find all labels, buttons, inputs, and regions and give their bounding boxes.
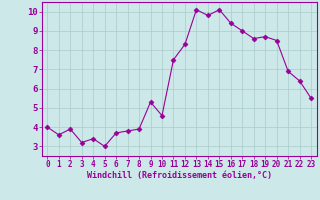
X-axis label: Windchill (Refroidissement éolien,°C): Windchill (Refroidissement éolien,°C) — [87, 171, 272, 180]
